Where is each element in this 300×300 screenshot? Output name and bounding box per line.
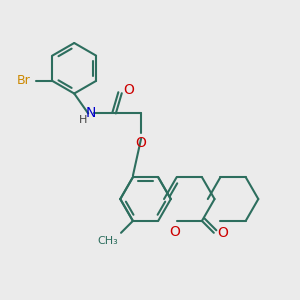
Text: Br: Br bbox=[16, 74, 30, 87]
Text: H: H bbox=[79, 115, 87, 125]
Text: O: O bbox=[217, 226, 228, 240]
Text: CH₃: CH₃ bbox=[97, 236, 118, 246]
Text: N: N bbox=[85, 106, 96, 120]
Text: O: O bbox=[170, 225, 181, 239]
Text: O: O bbox=[136, 136, 146, 150]
Text: O: O bbox=[123, 83, 134, 97]
